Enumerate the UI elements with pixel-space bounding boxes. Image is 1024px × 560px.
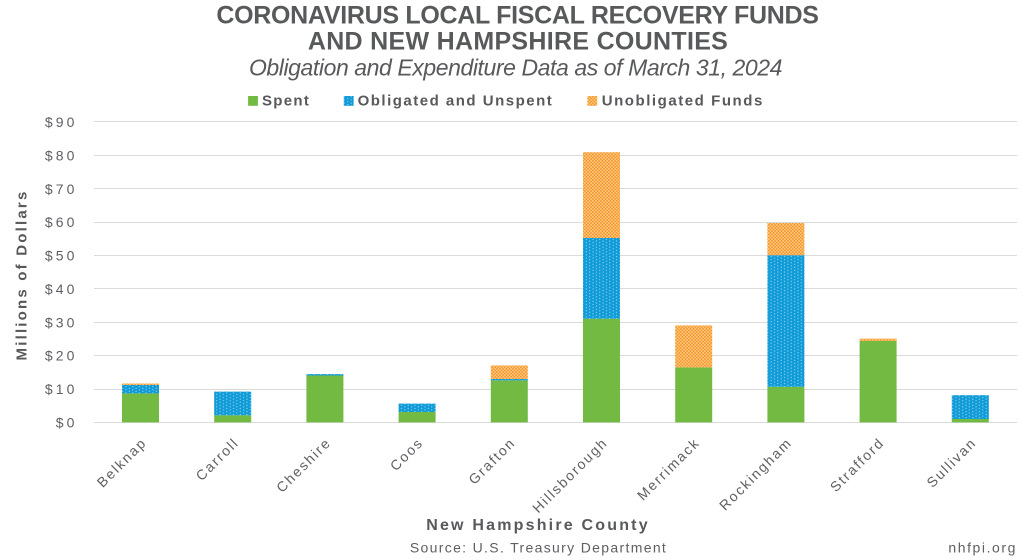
svg-text:$50: $50 — [45, 248, 78, 264]
svg-text:$90: $90 — [45, 114, 78, 130]
svg-text:Unobligated Funds: Unobligated Funds — [602, 93, 764, 110]
svg-text:$70: $70 — [45, 181, 78, 197]
svg-text:CORONAVIRUS LOCAL FISCAL RECOV: CORONAVIRUS LOCAL FISCAL RECOVERY FUNDS — [216, 2, 818, 30]
svg-text:$30: $30 — [45, 314, 78, 330]
svg-text:Spent: Spent — [262, 93, 310, 110]
svg-text:New Hampshire County: New Hampshire County — [426, 517, 650, 534]
svg-text:Obligation and Expenditure Dat: Obligation and Expenditure Data as of Ma… — [249, 54, 782, 80]
svg-text:$10: $10 — [45, 381, 78, 397]
svg-text:Millions of Dollars: Millions of Dollars — [14, 190, 31, 361]
svg-text:$60: $60 — [45, 214, 78, 230]
svg-text:$40: $40 — [45, 281, 78, 297]
svg-text:$20: $20 — [45, 348, 78, 364]
svg-text:nhfpi.org: nhfpi.org — [948, 539, 1017, 555]
svg-text:Obligated and Unspent: Obligated and Unspent — [358, 93, 554, 110]
svg-text:$80: $80 — [45, 147, 78, 163]
svg-text:Source: U.S. Treasury Departme: Source: U.S. Treasury Department — [410, 539, 667, 555]
svg-text:$0: $0 — [56, 415, 78, 431]
svg-text:AND NEW HAMPSHIRE COUNTIES: AND NEW HAMPSHIRE COUNTIES — [308, 28, 728, 56]
